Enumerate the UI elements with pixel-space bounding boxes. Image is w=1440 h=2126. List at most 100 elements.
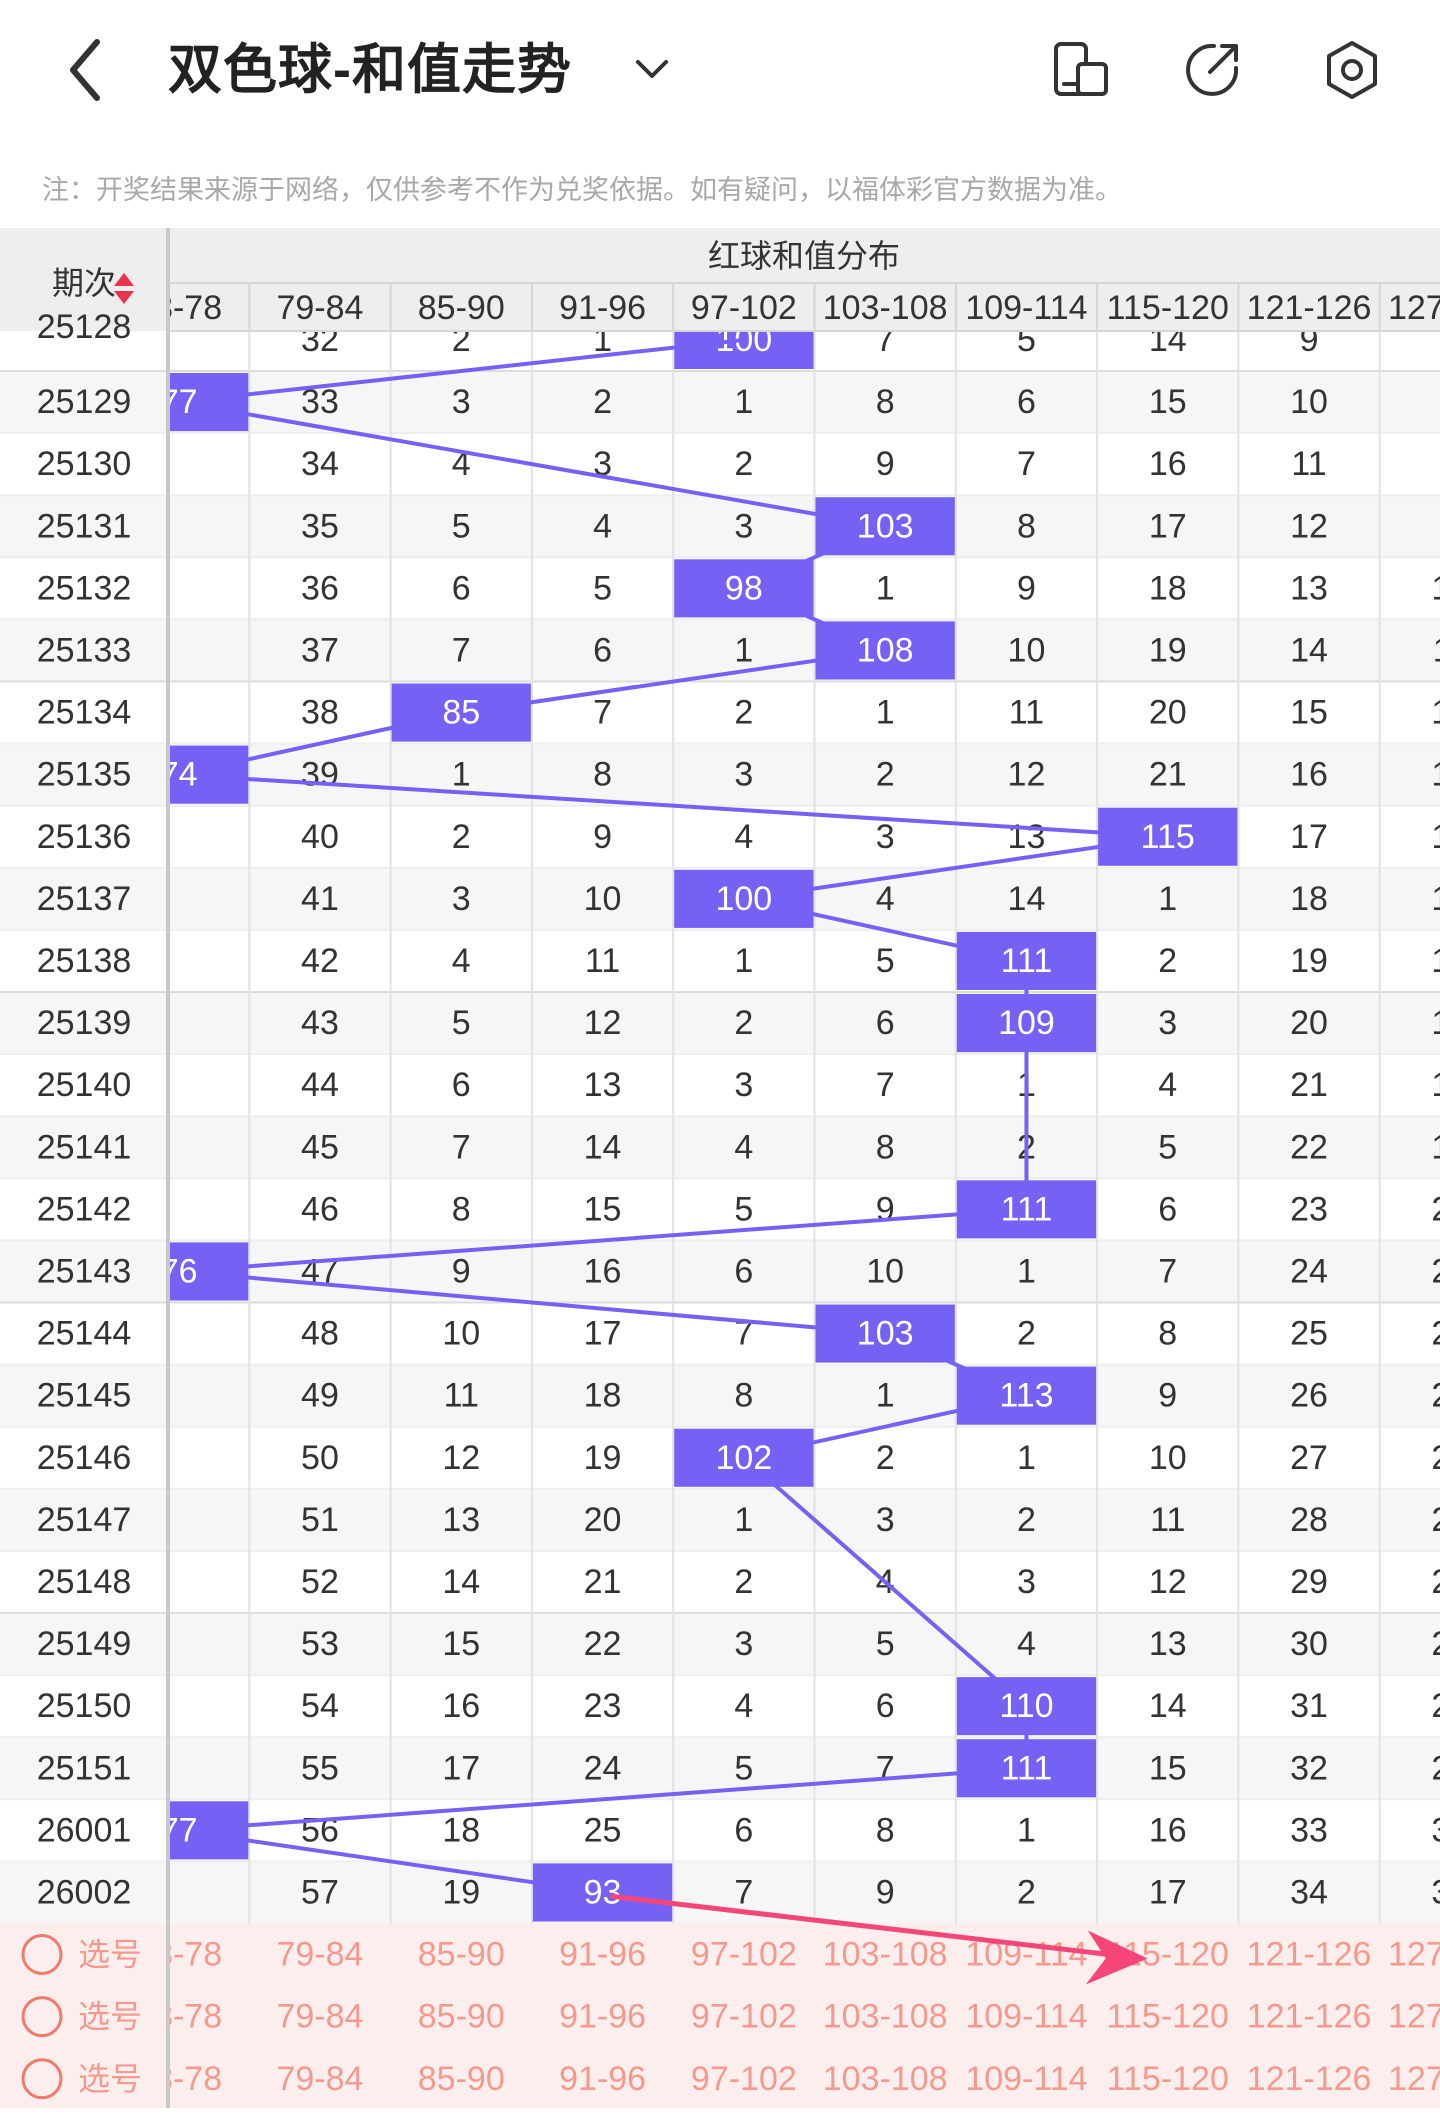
select-range-option[interactable]: 85-90 — [418, 1936, 505, 1974]
hit-cell-value: 102 — [715, 1439, 772, 1477]
select-range-option[interactable]: 109-114 — [965, 1998, 1087, 2036]
select-range-option[interactable]: 127-132 — [1388, 1936, 1440, 1974]
radio-circle-icon[interactable] — [21, 2058, 63, 2100]
select-range-option[interactable]: 115-120 — [1107, 2060, 1229, 2098]
table-row — [0, 929, 1440, 992]
table-cell: 2 — [734, 1004, 753, 1042]
period-cell — [0, 1302, 168, 1365]
table-cell: 9 — [876, 445, 895, 483]
hit-cell — [956, 931, 1097, 990]
select-range-option[interactable]: 91-96 — [559, 1936, 646, 1974]
select-range-option[interactable]: 97-102 — [691, 2060, 797, 2098]
table-cell: 41 — [301, 880, 339, 918]
select-range-option[interactable]: 85-90 — [418, 1998, 505, 2036]
chevron-down-icon[interactable] — [630, 48, 674, 92]
table-row — [0, 1488, 1440, 1551]
radio-circle-icon[interactable] — [21, 1996, 63, 2038]
trend-segment — [178, 1207, 1027, 1274]
table-cell: 9 — [876, 1190, 895, 1228]
table-cell: 18 — [584, 1377, 622, 1415]
table-cell: 14 — [1290, 631, 1328, 669]
select-label: 选号 — [78, 2061, 142, 2097]
select-label: 选号 — [78, 1999, 142, 2035]
table-cell: 2 — [734, 1563, 753, 1601]
period-header: 期次 — [52, 265, 116, 301]
table-cell: 1 — [876, 1377, 895, 1415]
select-label: 选号 — [78, 1937, 142, 1973]
period-cell — [0, 867, 168, 930]
select-range-option[interactable]: 109-114 — [965, 2060, 1087, 2098]
select-range-option[interactable]: 121-126 — [1247, 2060, 1372, 2098]
select-range-option[interactable]: 85-90 — [418, 2060, 505, 2098]
select-range-option[interactable]: 97-102 — [691, 1998, 797, 2036]
arrow-shaft — [610, 1893, 1121, 1959]
sort-down-icon[interactable] — [114, 291, 134, 304]
select-range-option[interactable]: 103-108 — [823, 1998, 948, 2036]
period-number: 25150 — [37, 1687, 132, 1725]
hit-cell-value: 111 — [1001, 1190, 1053, 1228]
column-header: 115-120 — [1107, 289, 1229, 327]
table-cell: 36 — [301, 569, 339, 607]
table-cell: 2 — [593, 383, 612, 421]
sort-up-icon[interactable] — [114, 273, 134, 286]
table-cell: 23 — [1431, 1377, 1440, 1415]
period-cell — [0, 1116, 168, 1179]
table-cell: 3 — [734, 1625, 753, 1663]
share-icon[interactable] — [1180, 38, 1244, 102]
period-cell — [0, 681, 168, 744]
table-cell: 8 — [1158, 1315, 1177, 1353]
select-range-option[interactable]: 103-108 — [823, 2060, 948, 2098]
hit-cell-value: 109 — [998, 1004, 1055, 1042]
table-cell: 54 — [301, 1687, 339, 1725]
table-cell: 20 — [1149, 694, 1187, 732]
chevron-left-icon[interactable] — [55, 30, 115, 110]
period-number: 25149 — [37, 1625, 132, 1663]
select-range-option[interactable]: 121-126 — [1247, 1998, 1372, 2036]
table-cell: 11 — [1009, 694, 1044, 732]
select-range-option[interactable]: 79-84 — [276, 2060, 363, 2098]
hit-cell-value: 111 — [1001, 1749, 1053, 1787]
select-range-option[interactable]: 127-132 — [1388, 1998, 1440, 2036]
radio-circle-icon[interactable] — [21, 1934, 63, 1976]
device-layout-icon[interactable] — [1050, 38, 1114, 102]
table-cell: 7 — [1017, 445, 1036, 483]
table-cell: 57 — [301, 1873, 339, 1911]
trend-segment — [178, 1828, 603, 1895]
hit-cell — [956, 1739, 1097, 1798]
hit-cell — [956, 1366, 1097, 1425]
select-row — [0, 1923, 1440, 1986]
select-range-option[interactable]: 103-108 — [823, 1936, 948, 1974]
select-range-option[interactable]: 115-120 — [1107, 1998, 1229, 2036]
table-cell: 21 — [1149, 756, 1187, 794]
table-cell: 7 — [876, 1749, 895, 1787]
select-range-option[interactable]: 79-84 — [276, 1998, 363, 2036]
table-cell: 21 — [1290, 1066, 1328, 1104]
hit-cell — [815, 621, 955, 680]
select-range-option[interactable]: 121-126 — [1247, 1936, 1372, 1974]
table-cell: 12 — [1431, 694, 1440, 732]
table-cell: 5 — [593, 569, 612, 607]
table-cell: 1 — [876, 694, 895, 732]
table-cell: 24 — [1431, 1439, 1440, 1477]
select-range-option[interactable]: 79-84 — [276, 1936, 363, 1974]
table-cell: 31 — [1290, 1687, 1328, 1725]
select-range-option[interactable]: 91-96 — [559, 1998, 646, 2036]
table-cell: 7 — [593, 694, 612, 732]
settings-icon[interactable] — [1320, 38, 1384, 102]
hit-cell-value: 93 — [584, 1873, 622, 1911]
period-cell — [0, 805, 168, 868]
table-cell: 10 — [1431, 569, 1440, 607]
select-range-option[interactable]: 127-132 — [1388, 2060, 1440, 2098]
period-number: 25137 — [37, 880, 132, 918]
select-row — [0, 2047, 1440, 2108]
table-cell: 15 — [1431, 880, 1440, 918]
table-cell: 6 — [876, 1687, 895, 1725]
table-cell: 6 — [593, 631, 612, 669]
select-range-option[interactable]: 91-96 — [559, 2060, 646, 2098]
select-range-option[interactable]: 97-102 — [691, 1936, 797, 1974]
table-row — [0, 1116, 1440, 1179]
period-number: 25148 — [37, 1563, 132, 1601]
table-cell: 29 — [1290, 1563, 1328, 1601]
table-cell: 25 — [1290, 1315, 1328, 1353]
period-number: 25151 — [37, 1749, 132, 1787]
